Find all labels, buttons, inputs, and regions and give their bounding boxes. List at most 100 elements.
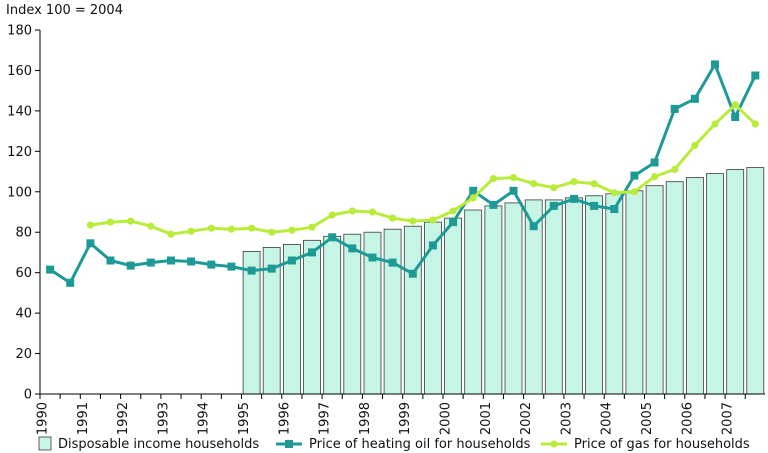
legend-marker-heating-oil	[285, 440, 293, 448]
x-tick-label: 2004	[600, 402, 615, 435]
bar-disposable-income	[504, 202, 523, 395]
x-tick-label: 1991	[76, 402, 91, 435]
x-tick-label: 2005	[640, 402, 655, 435]
point-gas	[469, 194, 477, 202]
point-gas	[106, 218, 115, 226]
point-heating-oil	[167, 256, 175, 265]
y-tick-label: 180	[7, 24, 32, 39]
x-tick-label: 2007	[721, 402, 736, 435]
point-heating-oil	[690, 94, 699, 103]
x-tick-label: 1995	[237, 402, 252, 435]
point-heating-oil	[146, 258, 155, 267]
y-tick-label: 0	[24, 388, 32, 403]
point-heating-oil	[227, 262, 236, 271]
bar-disposable-income	[484, 205, 503, 395]
x-tick-label: 1993	[156, 402, 171, 435]
point-heating-oil	[368, 253, 377, 262]
point-heating-oil	[348, 244, 357, 253]
point-gas	[509, 174, 518, 182]
y-tick-label: 100	[7, 185, 32, 200]
point-gas	[731, 101, 739, 109]
bar-disposable-income	[625, 190, 644, 395]
lines-layer	[46, 60, 760, 287]
point-heating-oil	[630, 171, 639, 180]
point-heating-oil	[731, 113, 740, 121]
point-gas	[409, 217, 417, 225]
point-heating-oil	[529, 222, 538, 231]
bar-disposable-income	[282, 243, 301, 395]
bar-disposable-income	[585, 195, 603, 395]
legend-swatch-income	[38, 436, 52, 451]
bar-disposable-income	[343, 233, 362, 395]
point-heating-oil	[388, 258, 397, 267]
y-tick-label: 140	[7, 104, 32, 119]
x-tick-label: 2003	[559, 402, 574, 435]
y-tick-label: 40	[15, 307, 32, 322]
point-heating-oil	[247, 266, 256, 275]
point-gas	[489, 175, 497, 183]
y-unit-label: Index 100 = 2004	[6, 3, 123, 18]
point-gas	[711, 120, 719, 128]
point-gas	[389, 214, 397, 222]
point-heating-oil	[670, 104, 679, 113]
point-gas	[671, 165, 679, 174]
point-heating-oil	[328, 233, 337, 242]
point-gas	[570, 178, 578, 186]
point-gas	[268, 228, 276, 236]
x-tick-label: 2006	[680, 402, 695, 435]
legend-label-heating-oil: Price of heating oil for households	[309, 437, 531, 452]
point-gas	[651, 173, 659, 181]
legend: Disposable income households Price of hea…	[38, 436, 750, 452]
point-heating-oil	[449, 218, 458, 227]
bar-disposable-income	[726, 169, 745, 395]
point-gas	[550, 184, 558, 192]
point-gas	[630, 188, 639, 196]
y-tick-label: 60	[15, 266, 32, 281]
y-tick-label: 120	[7, 145, 32, 160]
point-gas	[207, 224, 215, 232]
axes-layer: 0 20 40 60 80 100 120 140 160 180 1990 1991 1992 1993…	[7, 24, 765, 435]
point-gas	[590, 180, 598, 188]
bar-disposable-income	[403, 225, 422, 395]
bar-disposable-income	[686, 177, 704, 395]
bar-disposable-income	[464, 209, 483, 395]
point-heating-oil	[46, 265, 55, 274]
bar-disposable-income	[746, 167, 765, 395]
point-heating-oil	[308, 248, 316, 257]
bar-disposable-income	[665, 181, 684, 395]
point-gas	[449, 207, 457, 215]
bar-disposable-income	[706, 173, 724, 395]
point-gas	[429, 216, 437, 224]
point-heating-oil	[650, 158, 659, 167]
x-tick-label: 2001	[479, 402, 494, 435]
bar-disposable-income	[303, 239, 321, 395]
point-gas	[127, 217, 135, 225]
bar-disposable-income	[544, 199, 563, 395]
point-heating-oil	[590, 201, 599, 210]
point-heating-oil	[509, 186, 518, 195]
line-gas	[90, 103, 757, 236]
x-tick-label: 1999	[398, 402, 413, 435]
bar-disposable-income	[383, 228, 402, 395]
point-gas	[368, 208, 377, 216]
x-tick-label: 1990	[36, 402, 51, 435]
point-gas	[691, 141, 699, 149]
point-heating-oil	[267, 264, 276, 273]
point-heating-oil	[751, 71, 760, 80]
point-heating-oil	[570, 194, 578, 203]
point-gas	[348, 207, 356, 215]
point-heating-oil	[287, 256, 296, 265]
point-gas	[751, 120, 759, 128]
point-gas	[530, 180, 538, 188]
point-heating-oil	[106, 256, 115, 265]
point-heating-oil	[549, 201, 558, 210]
y-tick-label: 80	[15, 226, 32, 241]
legend-label-income: Disposable income households	[58, 437, 259, 452]
point-heating-oil	[428, 241, 437, 250]
point-heating-oil	[207, 260, 216, 269]
x-tick-label: 2002	[519, 402, 534, 435]
bars-layer	[242, 167, 765, 395]
point-heating-oil	[126, 261, 135, 270]
point-gas	[167, 230, 175, 238]
